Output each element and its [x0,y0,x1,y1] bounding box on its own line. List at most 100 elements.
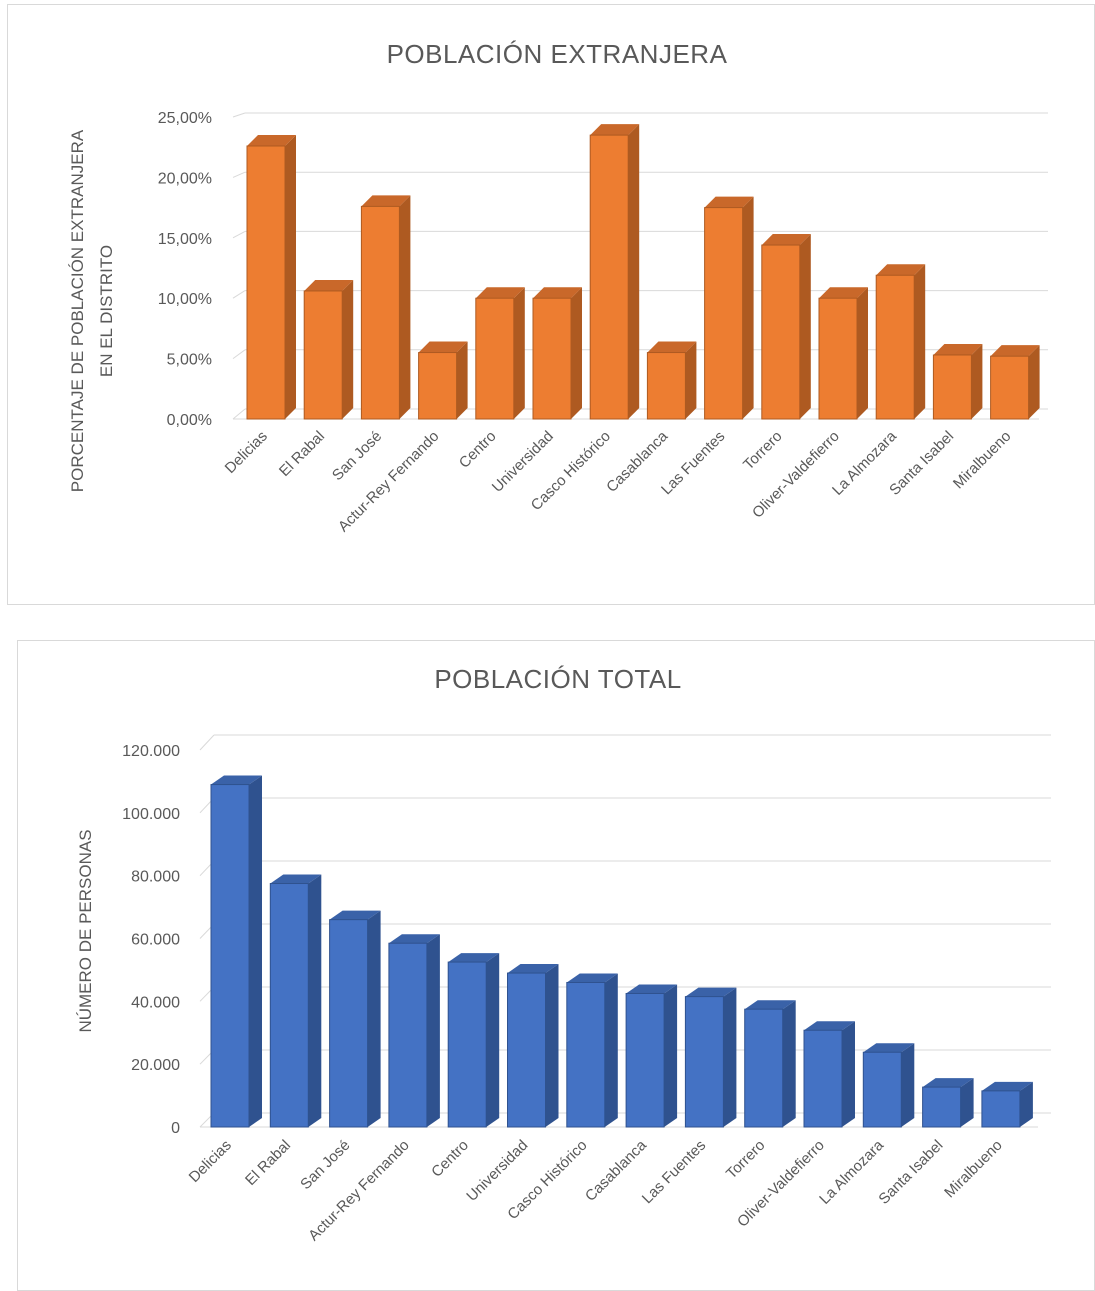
bar-top [475,287,525,299]
bar-front [246,145,286,420]
bar-top [761,234,811,246]
bar-el-rabal [269,874,322,1128]
bar-side [571,287,582,419]
y-axis-title: EN EL DISTRITO [97,245,116,377]
bar-top [819,287,868,299]
gridline-depth [232,230,246,239]
bar-side [960,1078,974,1127]
bar-san-josé [360,195,411,420]
bar-casablanca [625,984,678,1128]
bar-santa-isabel [922,1078,974,1128]
bar-top [704,196,754,208]
bar-side [367,910,381,1127]
chart-title: POBLACIÓN TOTAL [434,664,681,694]
bar-front [475,297,515,420]
bar-top [566,973,618,983]
bar-top [990,345,1040,357]
bar-front [818,297,858,420]
bar-side [249,775,262,1127]
bar-side [901,1043,915,1127]
bar-oliver-valdefierro [803,1021,855,1128]
bar-las-fuentes [684,987,737,1128]
y-axis-title: NÚMERO DE PERSONAS [76,829,95,1032]
x-category-label: El Rabal [242,1137,294,1189]
bar-top [304,279,354,291]
bar-side [664,984,678,1127]
bar-top [922,1078,974,1088]
bar-front [744,1008,784,1128]
bar-top [876,264,926,276]
x-category-label: El Rabal [276,428,328,480]
bar-side [742,196,754,419]
bar-top [361,195,411,207]
bar-top [507,964,559,974]
y-tick-label: 5,00% [167,352,212,369]
bar-torrero [761,234,811,420]
bar-top [270,874,322,884]
gridline-depth [199,734,215,751]
bar-top [388,934,440,944]
bar-front [990,355,1030,420]
y-tick-label: 80.000 [131,869,180,886]
bar-actur-rey-fernando [388,934,440,1128]
bar-casablanca [646,341,697,420]
bar-top [647,341,697,353]
x-category-label: Centro [428,1137,472,1181]
bar-actur-rey-fernando [418,341,468,420]
bar-side [971,343,983,419]
bar-front [447,961,487,1128]
bar-front [329,919,369,1128]
bar-front [875,274,915,420]
bar-la-almozara [875,264,926,420]
y-tick-label: 0,00% [167,412,212,429]
bar-side [723,987,737,1127]
bar-universidad [507,964,559,1128]
y-tick-label: 60.000 [131,932,180,949]
bar-top [981,1081,1033,1091]
bar-front [210,784,250,1128]
bar-front [360,205,400,420]
y-tick-label: 25,00% [158,110,212,127]
x-category-label: Torrero [740,428,786,474]
bar-front [507,972,546,1128]
y-tick-label: 0 [171,1120,180,1137]
bar-side [545,964,559,1127]
x-category-label: Miralbueno [941,1137,1006,1202]
x-category-label: Delicias [186,1137,235,1186]
bar-top [533,287,582,299]
bar-side [628,124,640,420]
y-axis-title: PORCENTAJE DE POBLACIÓN EXTRANJERA [68,129,87,492]
bar-top [448,953,500,963]
bar-front [932,354,972,420]
bar-top [863,1043,915,1053]
x-category-label: Torrero [723,1137,769,1183]
bar-front [388,942,428,1128]
bar-front [646,352,686,420]
gridline-depth [232,290,246,299]
bar-front [303,290,343,420]
chart-total-population-svg: POBLACIÓN TOTAL 0 20.000 40.000 60.000 80.000… [76,664,1051,1244]
bar-side [782,1000,796,1127]
bar-side [1028,345,1040,419]
bar-top [211,775,262,785]
bar-universidad [532,287,582,420]
bar-front [862,1051,902,1128]
bar-front [761,244,801,420]
bar-side [285,134,296,419]
y-tick-label: 40.000 [131,994,180,1011]
bar-side [799,234,811,419]
y-tick-label: 20.000 [131,1057,180,1074]
gridline-depth [232,171,246,178]
bar-santa-isabel [932,343,983,420]
bar-side [426,934,440,1127]
bar-front [269,883,309,1128]
bar-el-rabal [303,279,354,420]
x-category-label: Centro [456,428,500,472]
bar-front [704,207,744,420]
bar-top [418,341,468,353]
bar-miralbueno [981,1081,1033,1128]
bar-side [456,341,468,419]
x-category-label: San José [329,428,385,484]
bar-casco-histórico [566,973,618,1128]
bar-side [685,341,697,419]
